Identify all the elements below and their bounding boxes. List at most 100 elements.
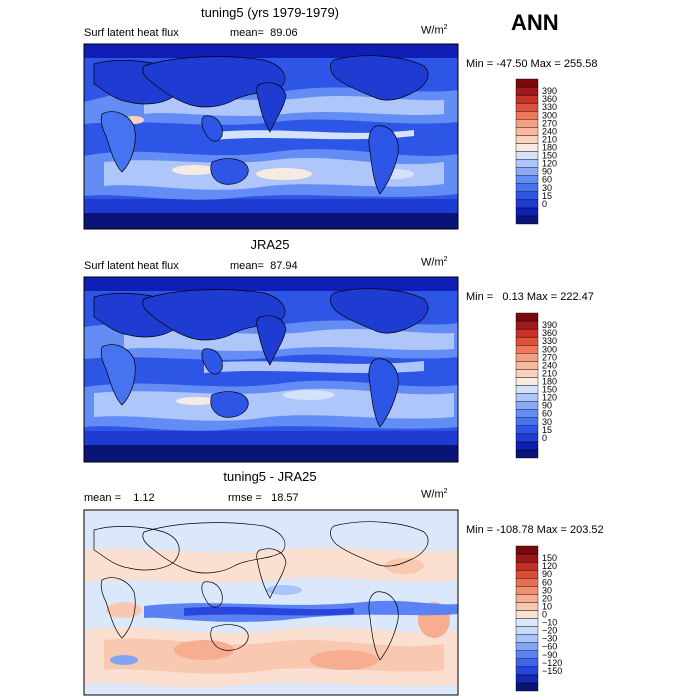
colorbar-swatch xyxy=(515,102,539,112)
panel2-minmax: Min = 0.13 Max = 222.47 xyxy=(466,291,594,303)
colorbar-label: 360 xyxy=(542,328,557,338)
colorbar-swatch xyxy=(515,167,539,176)
panel3-map xyxy=(83,509,459,696)
panel1-map xyxy=(83,43,459,230)
colorbar-swatch xyxy=(515,618,539,627)
colorbar-swatch xyxy=(515,127,539,136)
colorbar-swatch xyxy=(515,666,539,676)
colorbar-swatch xyxy=(515,78,539,88)
colorbar-label: 90 xyxy=(542,569,552,579)
colorbar-label: 300 xyxy=(542,344,557,354)
colorbar-label: 15 xyxy=(542,425,552,435)
colorbar-label: 210 xyxy=(542,368,557,378)
colorbar-swatch xyxy=(515,553,539,563)
colorbar-swatch xyxy=(515,312,539,322)
colorbar-label: −10 xyxy=(542,618,557,628)
colorbar-swatch xyxy=(515,345,539,354)
colorbar-label: 90 xyxy=(542,167,552,177)
colorbar-label: 15 xyxy=(542,191,552,201)
colorbar-label: 330 xyxy=(542,102,557,112)
colorbar-swatch xyxy=(515,594,539,603)
colorbar-swatch xyxy=(515,682,539,692)
panel3-units: W/m2 xyxy=(421,488,448,501)
colorbar-label: 30 xyxy=(542,585,552,595)
colorbar-label: −60 xyxy=(542,642,557,652)
colorbar-swatch xyxy=(515,119,539,128)
colorbar-swatch xyxy=(515,650,539,659)
colorbar-swatch xyxy=(515,425,539,435)
colorbar-swatch xyxy=(515,561,539,571)
colorbar-swatch xyxy=(515,658,539,668)
colorbar-swatch xyxy=(515,674,539,684)
colorbar-swatch xyxy=(515,602,539,611)
colorbar-label: 240 xyxy=(542,360,557,370)
panel1-title: tuning5 (yrs 1979-1979) xyxy=(200,5,340,20)
colorbar-swatch xyxy=(515,111,539,120)
colorbar-swatch xyxy=(515,441,539,451)
colorbar-label: 0 xyxy=(542,433,547,443)
colorbar-swatch xyxy=(515,586,539,595)
colorbar-label: 240 xyxy=(542,126,557,136)
panel3-mean: mean = 1.12 xyxy=(84,492,155,504)
colorbar-label: 60 xyxy=(542,577,552,587)
colorbar-swatch xyxy=(515,433,539,443)
panel1-variable-label: Surf latent heat flux xyxy=(84,27,179,39)
colorbar-swatch xyxy=(515,191,539,201)
colorbar-swatch xyxy=(515,385,539,394)
colorbar-swatch xyxy=(515,199,539,209)
colorbar-swatch xyxy=(515,642,539,651)
colorbar-swatch xyxy=(515,183,539,192)
colorbar-label: 390 xyxy=(542,86,557,96)
colorbar-swatch xyxy=(515,143,539,152)
colorbar-label: 270 xyxy=(542,118,557,128)
colorbar-label: 60 xyxy=(542,175,552,185)
panel1-mean: mean= 89.06 xyxy=(230,27,298,39)
colorbar-swatch xyxy=(515,175,539,184)
colorbar-swatch xyxy=(515,417,539,426)
colorbar-swatch xyxy=(515,320,539,330)
colorbar-label: 210 xyxy=(542,134,557,144)
colorbar-swatch xyxy=(515,634,539,643)
colorbar-swatch xyxy=(515,578,539,587)
colorbar-swatch xyxy=(515,369,539,378)
panel3-title: tuning5 - JRA25 xyxy=(223,469,317,484)
colorbar-label: 30 xyxy=(542,417,552,427)
colorbar-swatch xyxy=(515,401,539,410)
colorbar-label: 90 xyxy=(542,401,552,411)
colorbar-swatch xyxy=(515,626,539,635)
panel1-units: W/m2 xyxy=(421,24,448,37)
colorbar-label: 180 xyxy=(542,376,557,386)
colorbar-label: 270 xyxy=(542,352,557,362)
colorbar-label: 150 xyxy=(542,553,557,563)
colorbar-label: 330 xyxy=(542,336,557,346)
colorbar-label: 150 xyxy=(542,385,557,395)
colorbar-swatch xyxy=(515,545,539,555)
colorbar-label: 120 xyxy=(542,159,557,169)
colorbar-swatch xyxy=(515,353,539,362)
panel3-rmse: rmse = 18.57 xyxy=(228,492,299,504)
panel2-variable-label: Surf latent heat flux xyxy=(84,260,179,272)
colorbar-label: 150 xyxy=(542,151,557,161)
colorbar-label: 60 xyxy=(542,409,552,419)
colorbar-label: 20 xyxy=(542,593,552,603)
panel3-minmax: Min = -108.78 Max = 203.52 xyxy=(466,524,604,536)
colorbar-label: 390 xyxy=(542,320,557,330)
panel2-units: W/m2 xyxy=(421,256,448,269)
colorbar-swatch xyxy=(515,569,539,579)
colorbar-label: −30 xyxy=(542,634,557,644)
colorbar-label: 10 xyxy=(542,601,552,611)
colorbar-swatch xyxy=(515,94,539,104)
panel2-title: JRA25 xyxy=(250,237,290,252)
panel1-minmax: Min = -47.50 Max = 255.58 xyxy=(466,58,598,70)
colorbar-label: −20 xyxy=(542,626,557,636)
colorbar-label: 30 xyxy=(542,183,552,193)
colorbar-swatch xyxy=(515,215,539,225)
colorbar-label: −120 xyxy=(542,658,562,668)
colorbar-label: 300 xyxy=(542,110,557,120)
season-label: ANN xyxy=(511,10,559,35)
colorbar-swatch xyxy=(515,151,539,160)
colorbar-label: 180 xyxy=(542,142,557,152)
